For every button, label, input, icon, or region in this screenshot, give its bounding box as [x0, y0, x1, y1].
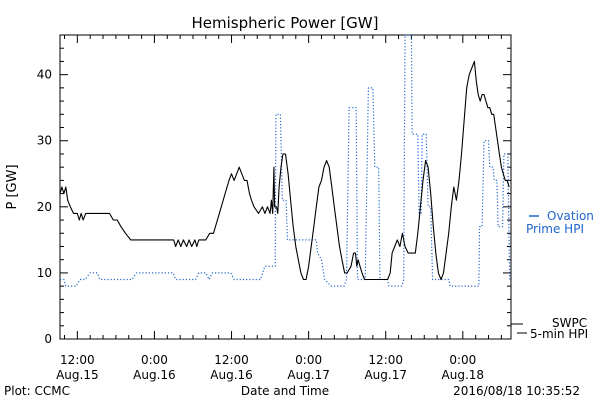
- x-tick-label-time: 12:00: [368, 353, 403, 367]
- legend-ovation: Ovation Prime HPI: [526, 209, 594, 236]
- x-axis-label: Date and Time: [241, 384, 329, 398]
- y-tick-label: 40: [37, 68, 52, 82]
- y-axis: 0 10 20 30 40: [37, 34, 511, 346]
- y-axis-label: P [GW]: [5, 164, 20, 209]
- series-swpc-line: [59, 60, 510, 281]
- legend-swpc-line1: SWPC: [552, 316, 587, 330]
- y-tick-label: 30: [37, 134, 52, 148]
- x-tick-label-date: Aug.18: [442, 368, 485, 382]
- y-tick-label: 20: [37, 200, 52, 214]
- x-axis: 12:00Aug.150:00Aug.1612:00Aug.160:00Aug.…: [56, 35, 502, 382]
- chart-title: Hemispheric Power [GW]: [192, 14, 379, 32]
- x-tick-label-date: Aug.17: [364, 368, 407, 382]
- legend-swpc: SWPC 5-min HPI: [511, 316, 588, 341]
- series-ovation-line: [60, 34, 511, 287]
- legend-ovation-line2: Prime HPI: [526, 222, 584, 236]
- y-tick-label: 0: [44, 332, 52, 346]
- x-tick-label-time: 0:00: [141, 353, 168, 367]
- x-tick-label-date: Aug.16: [210, 368, 253, 382]
- x-tick-label-date: Aug.15: [56, 368, 99, 382]
- x-tick-label-time: 0:00: [295, 353, 322, 367]
- x-tick-label-date: Aug.16: [133, 368, 176, 382]
- plot-frame: [59, 34, 512, 340]
- legend-swpc-line2: 5-min HPI: [530, 327, 588, 341]
- y-tick-label: 10: [37, 266, 52, 280]
- footer-timestamp: 2016/08/18 10:35:52: [453, 384, 580, 398]
- legend-ovation-line1: Ovation: [547, 209, 594, 223]
- footer-left: Plot: CCMC: [4, 384, 70, 398]
- x-tick-label-time: 0:00: [449, 353, 476, 367]
- series-layer: [59, 34, 511, 287]
- x-tick-label-date: Aug.17: [287, 368, 330, 382]
- x-tick-label-time: 12:00: [60, 353, 95, 367]
- x-tick-label-time: 12:00: [214, 353, 249, 367]
